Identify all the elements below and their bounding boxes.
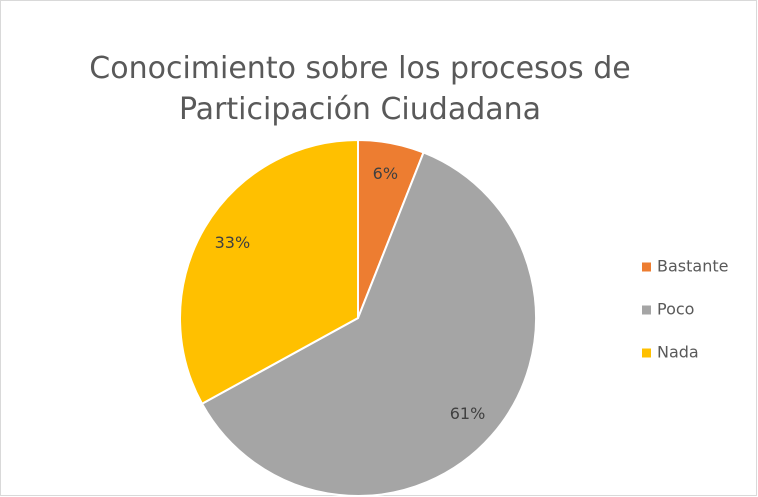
legend-label: Poco bbox=[657, 300, 694, 319]
data-label: 61% bbox=[450, 404, 486, 423]
data-label: 33% bbox=[215, 233, 251, 252]
legend-swatch bbox=[642, 262, 651, 272]
chart-title: Conocimiento sobre los procesos de Parti… bbox=[89, 51, 631, 127]
pie-slice bbox=[179, 138, 359, 406]
pie-slice bbox=[200, 151, 537, 497]
legend-label: Bastante bbox=[657, 257, 728, 276]
legend-label: Nada bbox=[657, 343, 699, 362]
data-label: 6% bbox=[373, 164, 398, 183]
legend-swatch bbox=[642, 305, 651, 315]
legend-swatch bbox=[642, 348, 651, 358]
